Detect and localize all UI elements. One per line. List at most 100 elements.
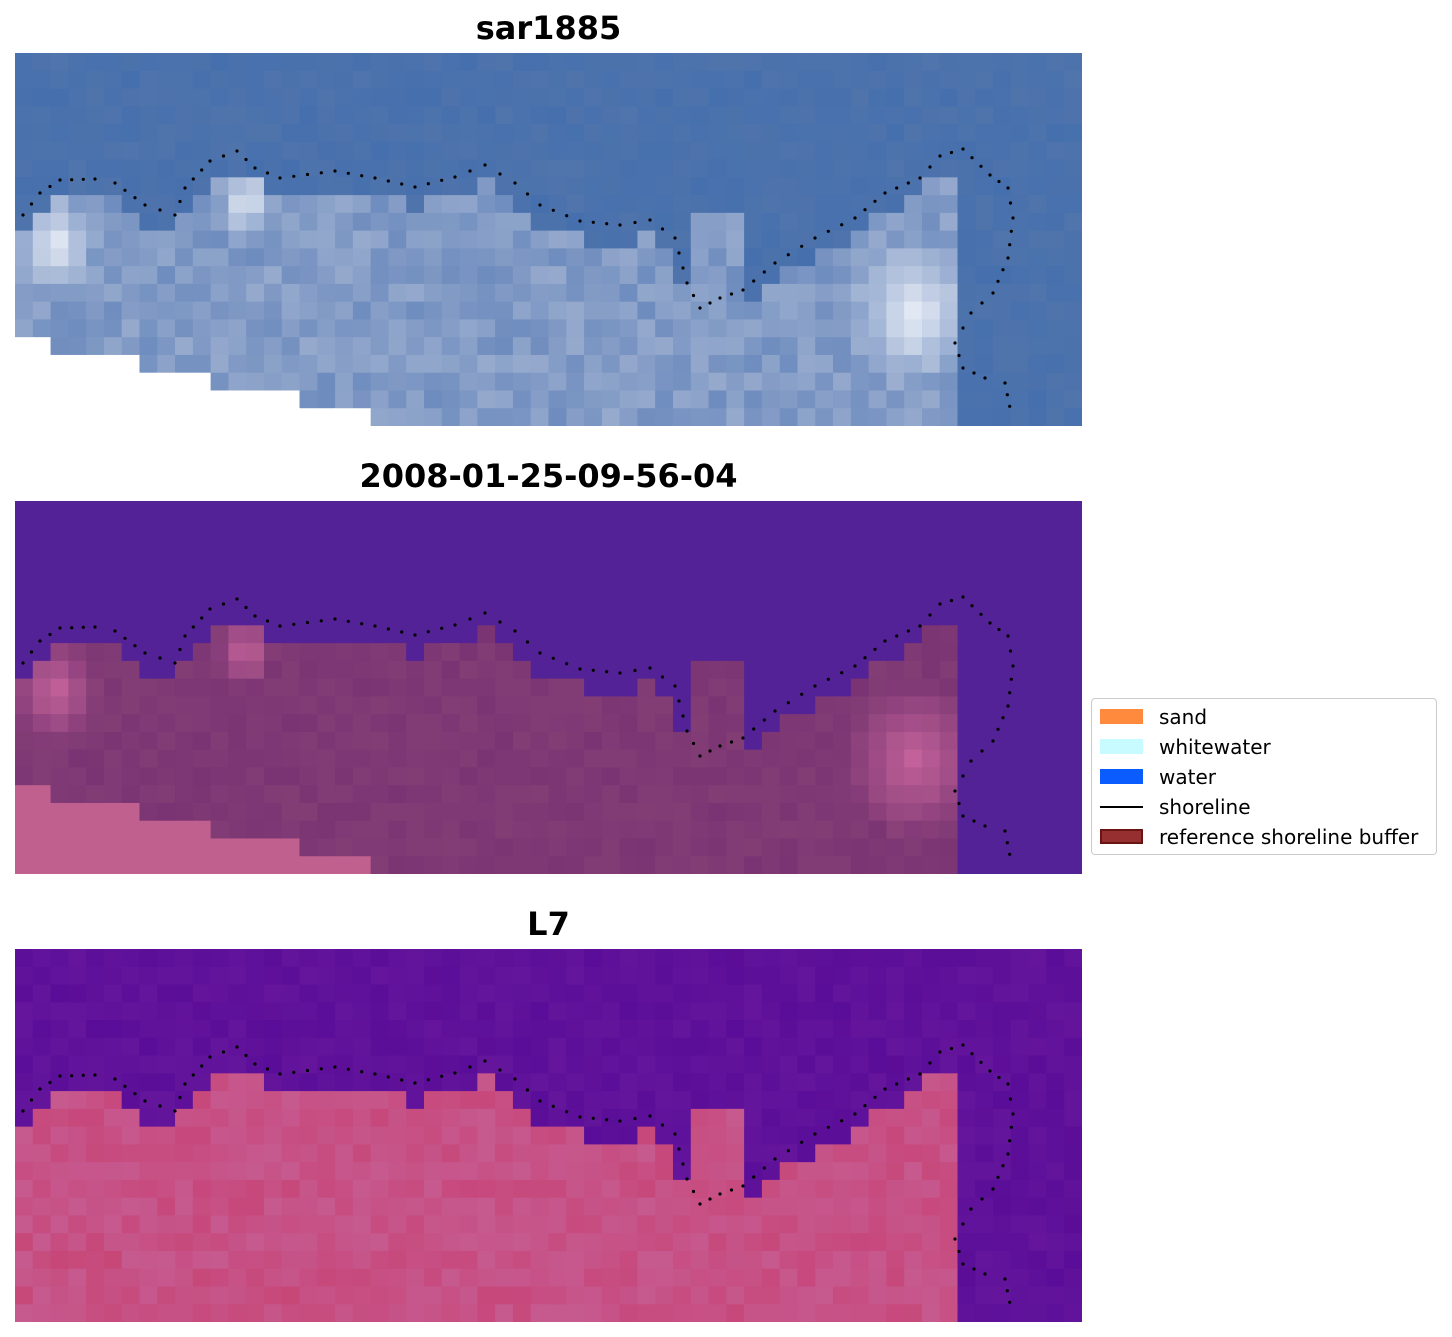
pixel-cell: [459, 106, 478, 125]
pixel-cell: [317, 1091, 336, 1110]
pixel-cell: [548, 625, 567, 644]
pixel-cell: [1046, 678, 1065, 697]
pixel-cell: [68, 802, 87, 822]
pixel-cell: [744, 856, 763, 874]
pixel-cell: [921, 1197, 941, 1217]
pixel-cell: [50, 408, 69, 426]
pixel-cell: [619, 714, 639, 733]
pixel-cell: [86, 820, 105, 840]
pixel-cell: [886, 1108, 905, 1128]
pixel-cell: [744, 141, 763, 161]
pixel-cell: [1064, 714, 1082, 733]
pixel-cell: [32, 283, 52, 303]
pixel-cell: [601, 660, 621, 680]
pixel-cell: [566, 572, 585, 591]
pixel-cell: [477, 607, 496, 626]
pixel-cell: [477, 53, 496, 72]
pixel-cell: [690, 301, 710, 321]
pixel-cell: [228, 820, 247, 840]
pixel-cell: [406, 319, 425, 338]
pixel-cell: [744, 589, 763, 609]
pixel-cell: [192, 1073, 212, 1092]
pixel-cell: [210, 283, 229, 303]
pixel-cell: [157, 966, 176, 986]
pixel-cell: [672, 1108, 692, 1128]
pixel-cell: [86, 230, 105, 249]
pixel-cell: [904, 372, 923, 392]
pixel-cell: [1064, 785, 1082, 804]
pixel-cell: [850, 1002, 870, 1021]
pixel-cell: [761, 554, 781, 573]
pixel-cell: [726, 283, 745, 303]
pixel-cell: [1010, 159, 1030, 178]
shoreline-point: [178, 199, 182, 204]
pixel-cell: [299, 337, 318, 356]
pixel-cell: [939, 1144, 959, 1163]
pixel-cell: [139, 1215, 158, 1234]
pixel-cell: [761, 106, 781, 125]
pixel-cell: [886, 1250, 905, 1270]
pixel-cell: [210, 1250, 229, 1270]
pixel-cell: [921, 731, 941, 751]
pixel-cell: [68, 1073, 87, 1092]
pixel-cell: [15, 177, 34, 196]
pixel-cell: [886, 714, 905, 733]
pixel-cell: [726, 177, 745, 196]
pixel-cell: [744, 1037, 763, 1057]
pixel-cell: [850, 1268, 870, 1288]
pixel-cell: [424, 354, 443, 374]
pixel-cell: [744, 1073, 763, 1092]
shoreline-point: [143, 203, 147, 207]
pixel-cell: [263, 1215, 283, 1234]
pixel-cell: [886, 802, 905, 822]
pixel-cell: [1028, 536, 1048, 555]
pixel-cell: [530, 714, 550, 733]
shoreline-point: [718, 744, 722, 748]
pixel-cell: [103, 554, 123, 573]
pixel-cell: [868, 820, 887, 840]
pixel-cell: [263, 1091, 283, 1110]
pixel-cell: [619, 749, 639, 769]
pixel-cell: [68, 1233, 87, 1252]
pixel-cell: [1064, 53, 1082, 72]
pixel-cell: [904, 1197, 923, 1217]
pixel-cell: [672, 230, 692, 249]
pixel-cell: [726, 159, 745, 178]
pixel-cell: [708, 1162, 727, 1181]
pixel-cell: [370, 1179, 390, 1199]
pixel-cell: [32, 802, 52, 822]
pixel-cell: [566, 714, 585, 733]
pixel-cell: [797, 554, 816, 573]
pixel-cell: [761, 678, 781, 697]
pixel-cell: [637, 643, 656, 662]
pixel-cell: [921, 660, 941, 680]
pixel-cell: [690, 820, 710, 840]
pixel-cell: [975, 159, 994, 178]
pixel-cell: [86, 177, 105, 196]
pixel-cell: [1064, 70, 1082, 90]
pixel-cell: [406, 643, 425, 662]
pixel-cell: [50, 1108, 69, 1128]
pixel-cell: [459, 536, 478, 555]
pixel-cell: [921, 625, 941, 644]
pixel-cell: [424, 248, 443, 267]
pixel-cell: [512, 714, 532, 733]
pixel-cell: [619, 106, 639, 125]
pixel-cell: [370, 838, 390, 857]
pixel-cell: [15, 408, 34, 426]
pixel-cell: [939, 572, 959, 591]
pixel-cell: [477, 1233, 496, 1252]
shoreline-point: [253, 1062, 257, 1066]
pixel-cell: [797, 319, 816, 338]
pixel-cell: [868, 589, 887, 609]
pixel-cell: [370, 966, 390, 986]
shoreline-point: [618, 671, 622, 675]
pixel-cell: [352, 248, 372, 267]
pixel-cell: [601, 856, 621, 874]
pixel-cell: [103, 1179, 123, 1199]
pixel-cell: [175, 643, 194, 662]
pixel-cell: [210, 767, 229, 786]
pixel-cell: [1010, 1268, 1030, 1288]
pixel-cell: [388, 820, 407, 840]
pixel-cell: [708, 966, 727, 986]
